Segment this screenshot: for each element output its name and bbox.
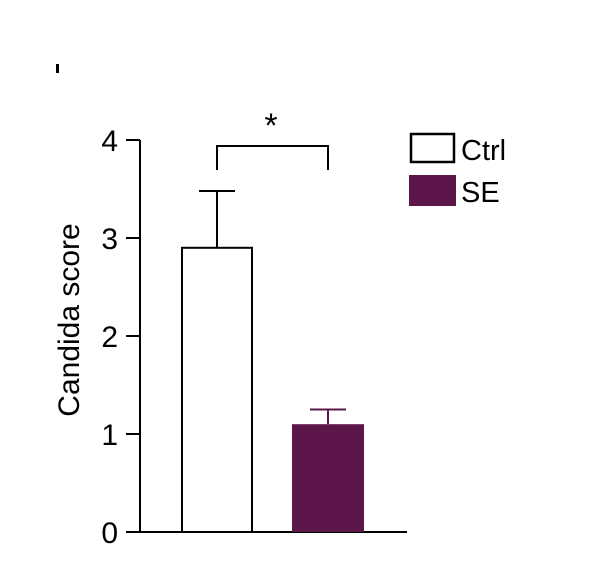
legend: Ctrl SE [409,132,506,209]
y-tick-label-3: 3 [101,223,118,256]
bracket-line [216,145,329,170]
y-tick-label-0: 0 [101,517,118,550]
y-tick-label-1: 1 [101,419,118,452]
legend-label-se: SE [461,177,500,209]
legend-swatch-se [409,175,456,206]
y-tick-label-4: 4 [101,125,118,158]
y-tick-label-2: 2 [101,321,118,354]
corner-mark [56,64,59,73]
axes [139,140,407,533]
y-ticks: 0 1 2 3 4 [101,125,140,550]
error-bars [199,189,346,425]
bar-se [292,424,364,532]
significance-bracket: * [216,107,329,170]
legend-swatch-ctrl [409,132,456,164]
bars [181,246,364,534]
bar-ctrl [181,246,253,534]
legend-label-ctrl: Ctrl [461,135,506,167]
significance-label: * [264,107,277,145]
y-axis-label: Candida score [53,223,86,416]
